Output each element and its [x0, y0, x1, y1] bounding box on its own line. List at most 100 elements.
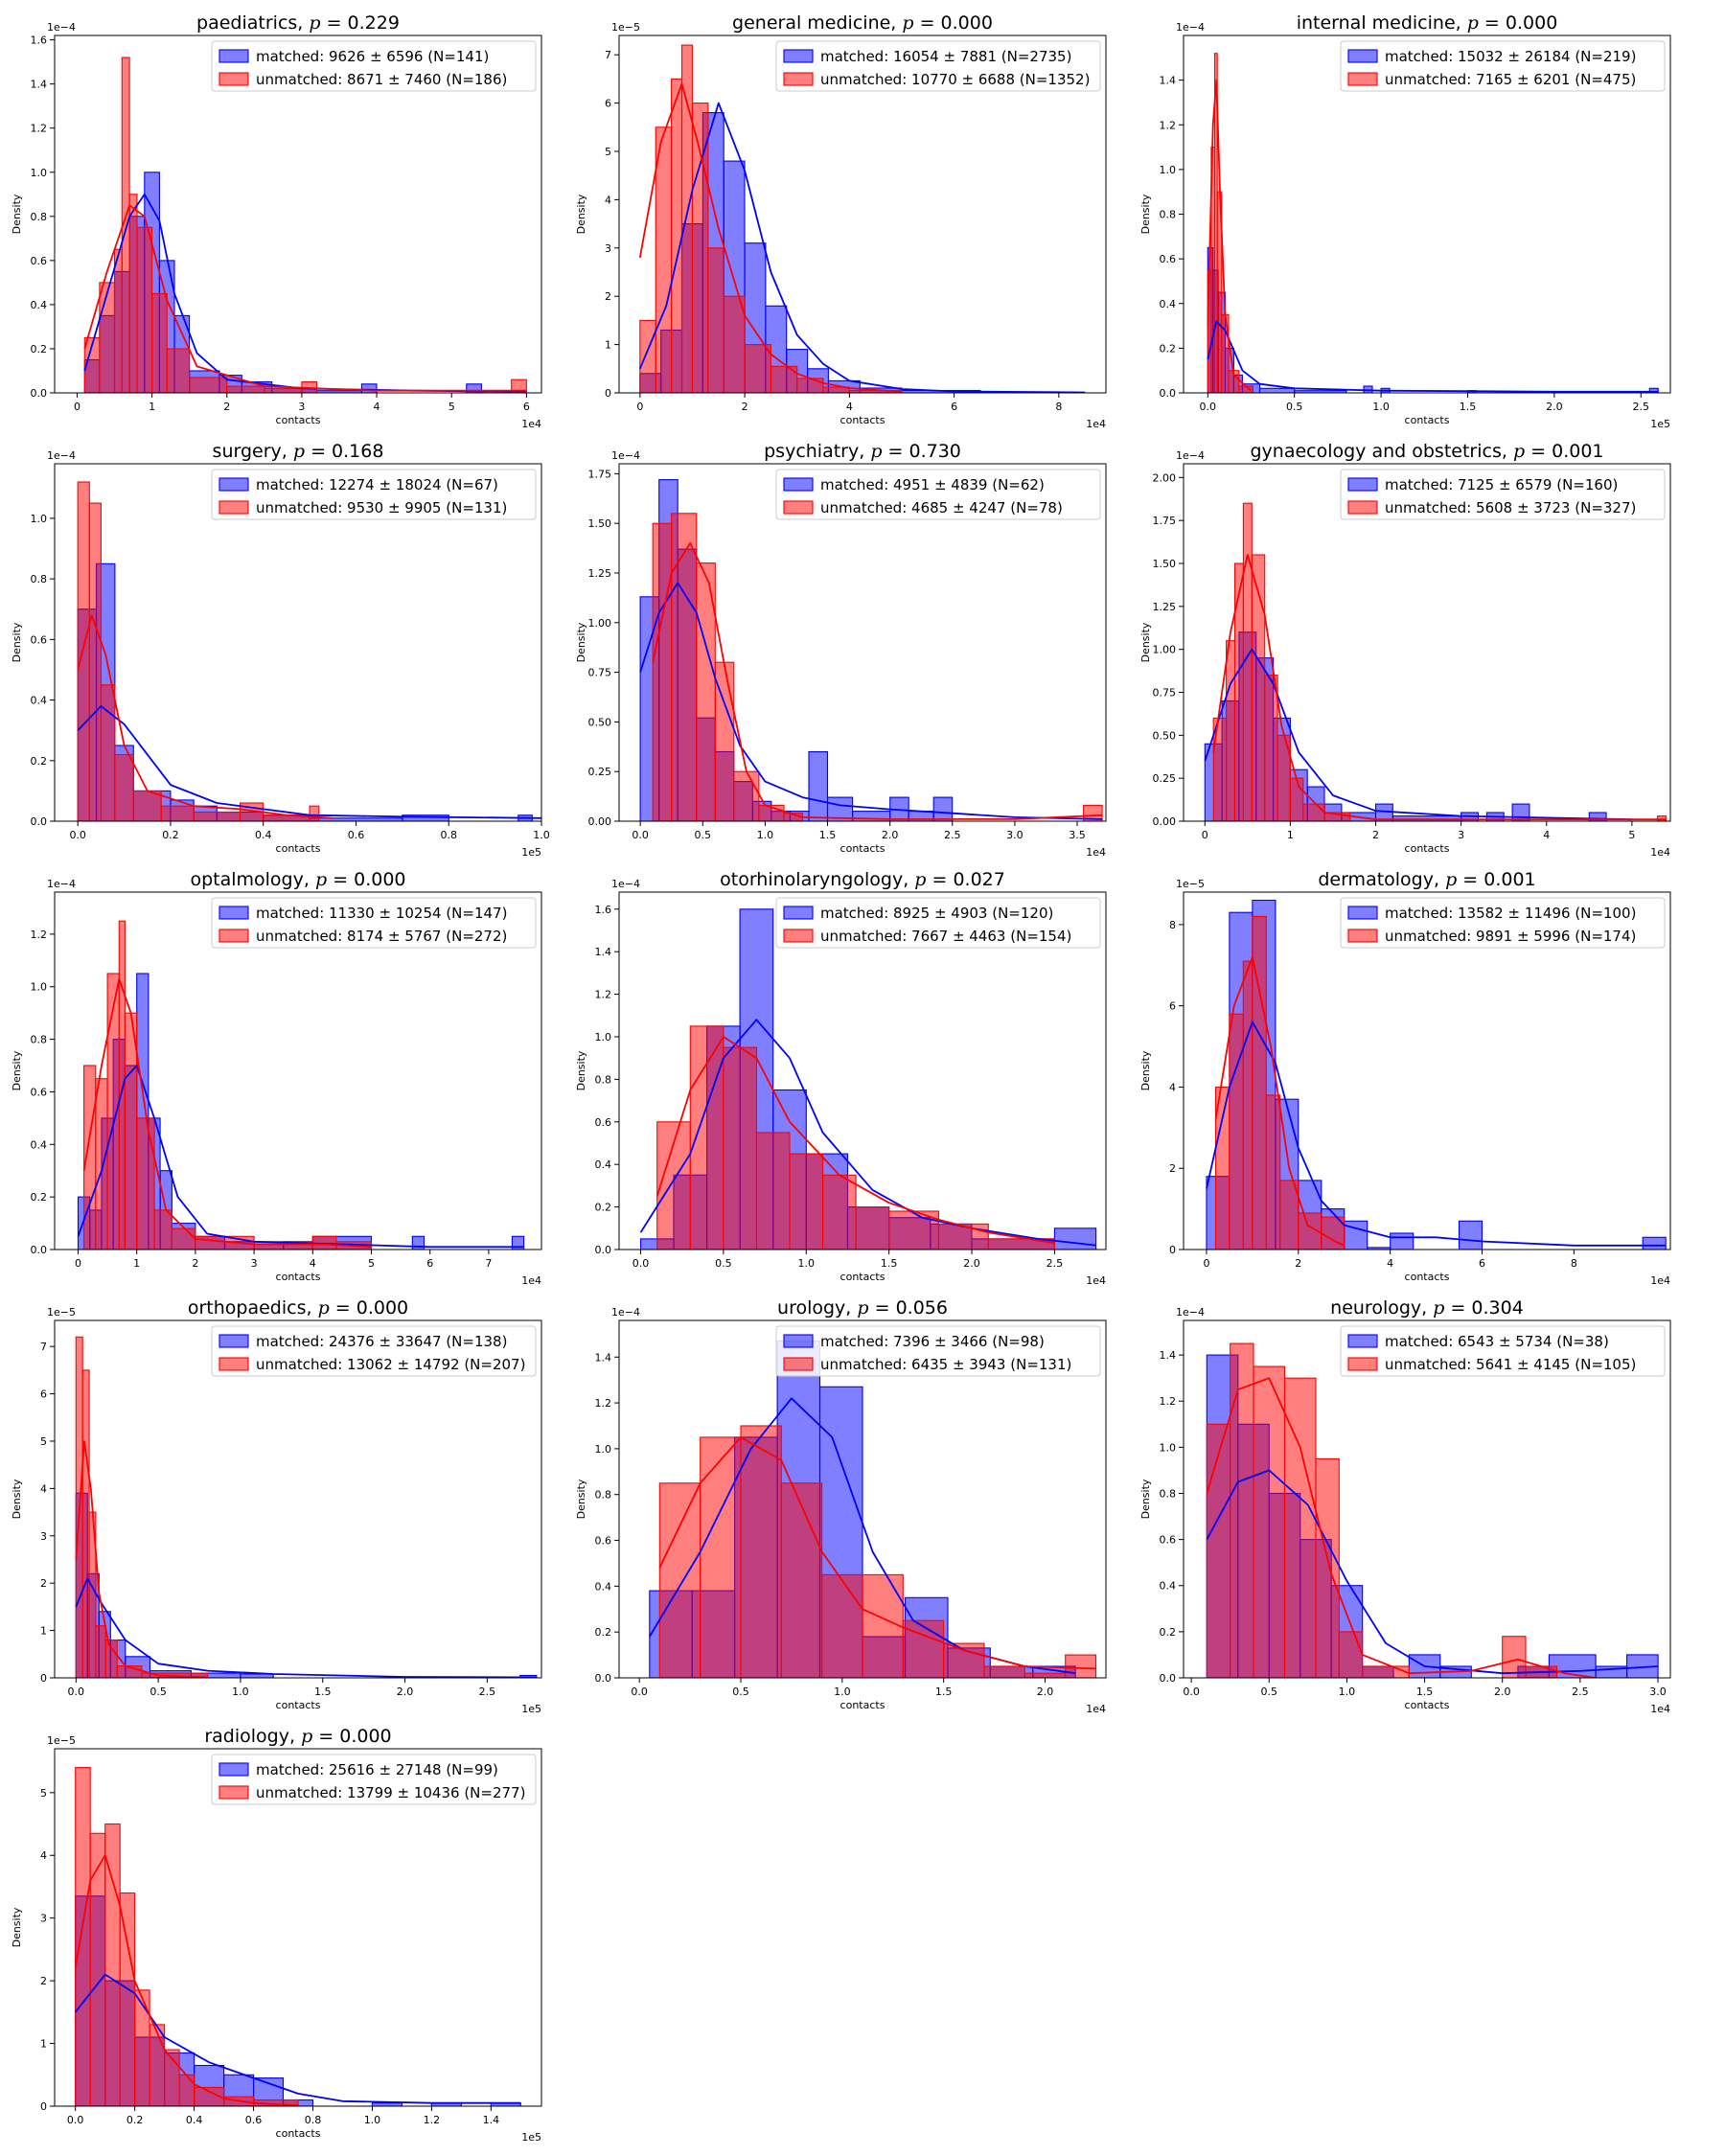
title-equals: = — [926, 869, 953, 890]
x-tick-label: 4 — [846, 401, 853, 413]
title-text: internal medicine, — [1297, 12, 1467, 34]
y-tick-label: 0 — [1169, 1244, 1176, 1256]
legend-box — [1340, 469, 1666, 520]
unmatched-kde-line — [656, 1036, 1055, 1245]
x-tick-label: 1.0 — [364, 2114, 381, 2126]
y-tick-label: 1.0 — [595, 1443, 612, 1456]
y-tick-label: 1.75 — [1153, 515, 1177, 527]
legend-box — [775, 40, 1101, 92]
unmatched-bar — [128, 194, 138, 393]
y-offset-label: 1e−5 — [611, 21, 640, 34]
unmatched-bar — [1362, 1665, 1410, 1678]
y-tick-label: 0.8 — [31, 211, 48, 223]
legend: matched: 7125 ± 6579 (N=160) unmatched: 5… — [1340, 469, 1666, 520]
matched-legend-swatch — [1347, 1334, 1378, 1348]
x-tick-label: 4 — [1543, 829, 1550, 841]
x-tick-label: 0.2 — [162, 829, 179, 841]
y-tick-label: 2 — [605, 290, 611, 303]
matched-legend-label: matched: 9626 ± 6596 (N=141) — [256, 48, 489, 65]
unmatched-bar — [95, 1078, 108, 1250]
title-equals: = — [1525, 441, 1552, 462]
x-tick-label: 2.0 — [1494, 1686, 1511, 1698]
unmatched-legend-swatch — [218, 929, 249, 943]
legend-box — [1340, 897, 1666, 949]
unmatched-bar — [119, 1892, 136, 2106]
unmatched-bar — [723, 295, 746, 393]
axes-frame — [1183, 463, 1671, 822]
unmatched-bar — [789, 1153, 824, 1250]
unmatched-legend-swatch — [783, 500, 814, 515]
y-offset-label: 1e−4 — [611, 878, 640, 890]
y-tick-label: 5 — [605, 146, 611, 158]
x-tick-label: 2.0 — [963, 1257, 980, 1270]
unmatched-bar — [671, 78, 683, 393]
unmatched-bar — [821, 1573, 863, 1678]
title-p-symbol: p — [1445, 869, 1457, 890]
x-tick-label: 1.0 — [757, 829, 774, 841]
matched-kde-line — [639, 1019, 1096, 1247]
plot-area — [1206, 899, 1667, 1250]
y-tick-label: 1 — [40, 2038, 47, 2051]
y-tick-label: 0.8 — [31, 573, 48, 585]
matched-legend-label: matched: 16054 ± 7881 (N=2735) — [820, 48, 1071, 65]
unmatched-bar — [987, 1238, 1055, 1250]
y-tick-label: 4 — [40, 1849, 47, 1862]
matched-legend-label: matched: 13582 ± 11496 (N=100) — [1385, 905, 1636, 922]
y-tick-label: 5 — [40, 1787, 47, 1800]
unmatched-bar — [1302, 803, 1325, 821]
y-tick-label: 1.2 — [1160, 119, 1177, 131]
axes-frame — [54, 891, 542, 1250]
x-tick-label: 6 — [523, 401, 530, 413]
y-tick-label: 7 — [605, 49, 611, 61]
unmatched-legend-swatch — [1347, 500, 1378, 515]
unmatched-legend-swatch — [783, 72, 814, 86]
x-tick-label: 0.0 — [632, 1257, 650, 1270]
y-tick-label: 0.4 — [31, 695, 48, 707]
y-tick-label: 1.00 — [1153, 644, 1177, 656]
y-tick-label: 0.4 — [31, 1138, 48, 1151]
x-tick-label: 1.5 — [935, 1686, 953, 1698]
x-offset-label: 1e4 — [521, 418, 541, 430]
y-tick-label: 0.75 — [588, 667, 612, 679]
matched-kde-line — [638, 102, 1086, 393]
legend: matched: 4951 ± 4839 (N=62) unmatched: 46… — [775, 469, 1101, 520]
x-tick-label: 3.0 — [1006, 829, 1024, 841]
title-equals: = — [321, 12, 348, 34]
title-equals: = — [312, 1726, 339, 1747]
unmatched-bar — [100, 684, 116, 821]
y-offset-label: 1e−4 — [611, 1306, 640, 1319]
y-tick-label: 3 — [40, 1913, 47, 1925]
x-tick-label: 1 — [1287, 829, 1294, 841]
x-tick-label: 0 — [1203, 1257, 1209, 1270]
legend-box — [211, 1325, 537, 1377]
y-tick-label: 3 — [40, 1530, 47, 1543]
x-tick-label: 0.4 — [255, 829, 272, 841]
x-offset-label: 1e4 — [1650, 1274, 1670, 1287]
subplot-psychiatry: 0.0 0.5 1.0 1.5 2.0 2.5 3.0 3.5 0.00 0.25 0.50 0.75… — [575, 441, 1107, 859]
x-tick-label: 0.2 — [126, 2114, 144, 2126]
unmatched-bar — [95, 1625, 106, 1678]
matched-bar — [1390, 1232, 1414, 1250]
unmatched-bar — [511, 378, 527, 393]
x-tick-label: 7 — [485, 1257, 492, 1270]
unmatched-kde-line — [1206, 1377, 1597, 1678]
x-offset-label: 1e4 — [1086, 1703, 1106, 1715]
matched-legend-swatch — [218, 1762, 249, 1777]
title-p-symbol: p — [315, 869, 327, 890]
x-tick-label: 0.0 — [69, 829, 86, 841]
matched-bar — [1053, 1227, 1097, 1250]
axes-frame — [1183, 891, 1671, 1250]
x-tick-label: 1 — [133, 1257, 140, 1270]
y-axis-label: Density — [11, 1479, 23, 1519]
unmatched-kde-line — [83, 204, 527, 392]
title-text: optalmology, — [190, 869, 314, 890]
legend-box — [211, 897, 537, 949]
matched-legend-swatch — [1347, 49, 1378, 63]
y-tick-label: 0.6 — [31, 255, 48, 267]
x-tick-label: 2.0 — [1037, 1686, 1054, 1698]
axes-frame — [618, 891, 1107, 1250]
x-tick-label: 1.5 — [1416, 1686, 1434, 1698]
x-tick-label: 4 — [374, 401, 380, 413]
matched-kde-line — [1204, 648, 1632, 821]
y-tick-label: 1.4 — [31, 79, 48, 91]
